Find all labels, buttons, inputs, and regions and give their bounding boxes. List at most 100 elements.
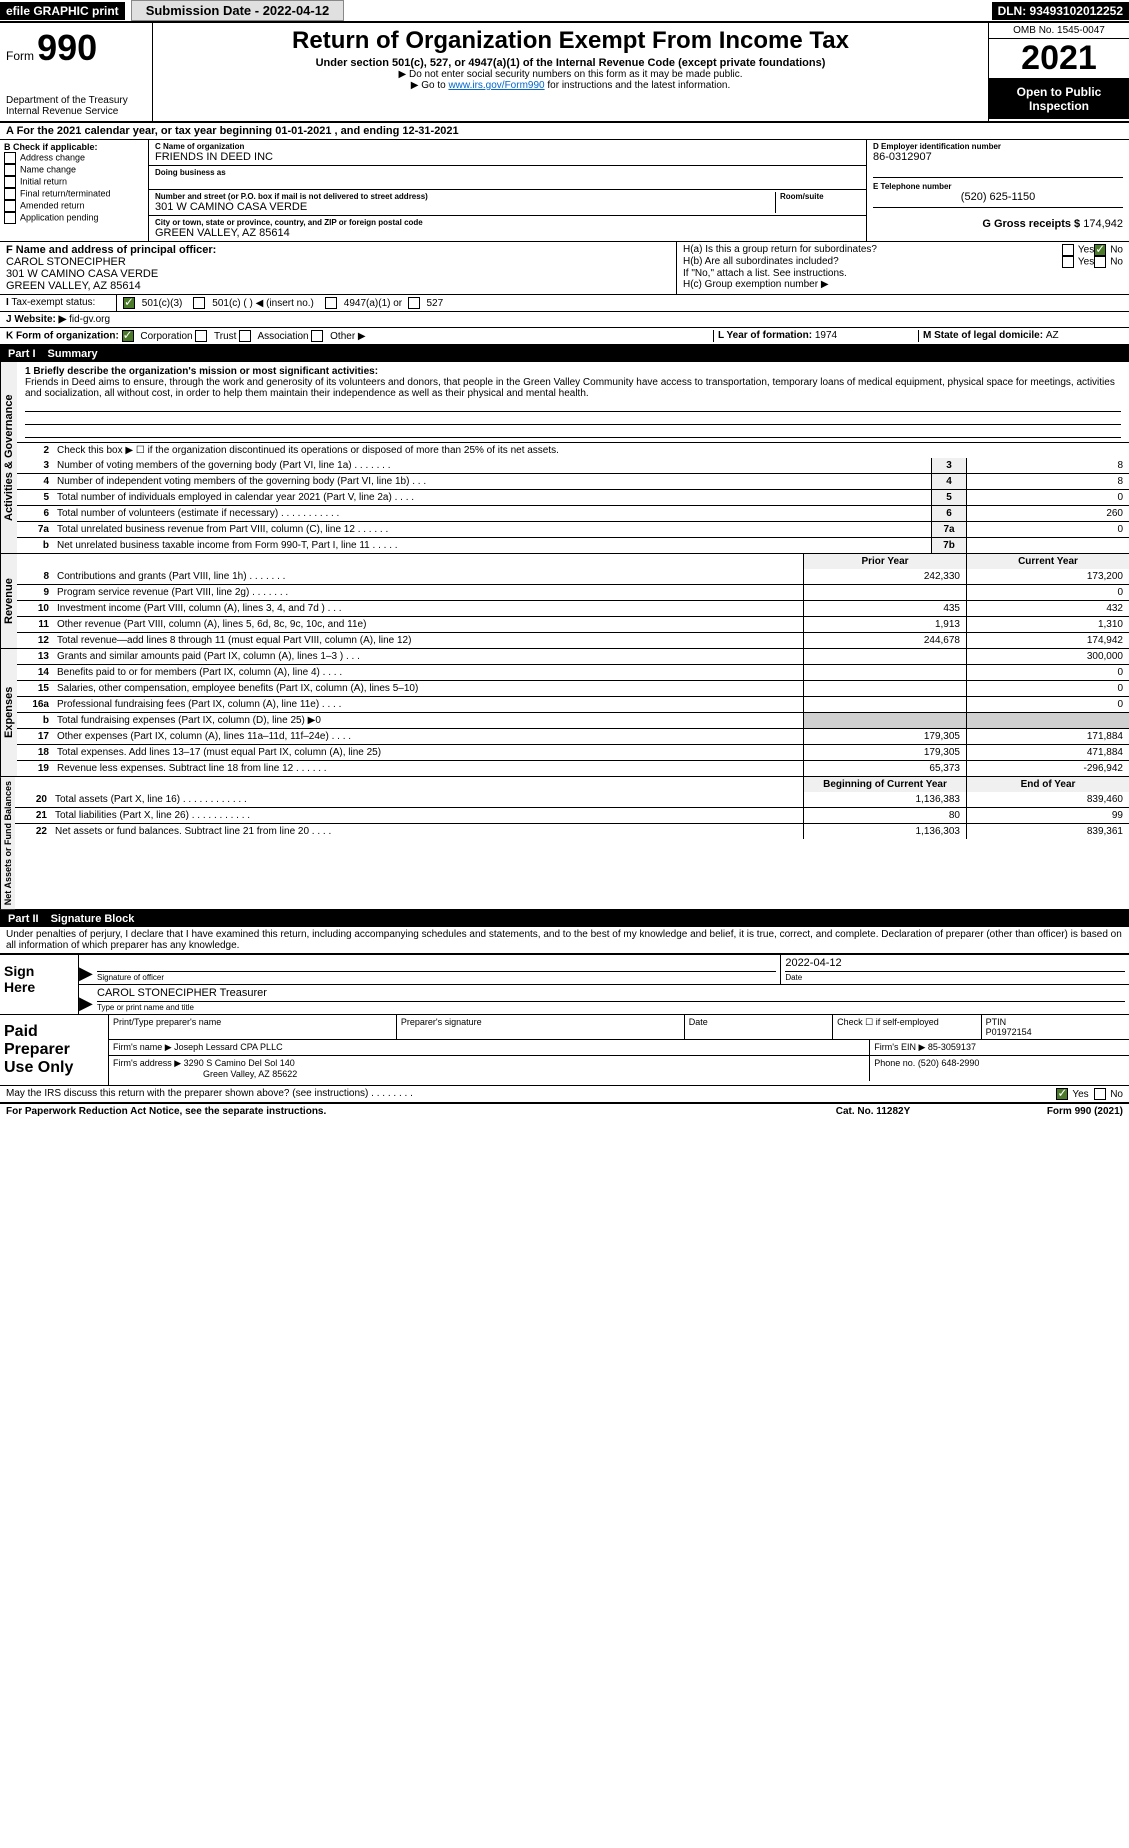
tax-year: 2021 — [989, 39, 1129, 79]
ein-value: 86-0312907 — [873, 151, 1123, 163]
omb-number: OMB No. 1545-0047 — [989, 23, 1129, 39]
opt-4947[interactable]: 4947(a)(1) or — [325, 298, 402, 309]
officer-print-name: CAROL STONECIPHER Treasurer — [97, 987, 1125, 1001]
check-final-return[interactable]: Final return/terminated — [4, 188, 144, 200]
year-formation: 1974 — [815, 330, 837, 341]
part2-header: Part II Signature Block — [0, 911, 1129, 927]
firm-ein: 85-3059137 — [928, 1042, 976, 1052]
firm-addr1: 3290 S Camino Del Sol 140 — [184, 1058, 295, 1068]
check-application-pending[interactable]: Application pending — [4, 212, 144, 224]
submission-date-button[interactable]: Submission Date - 2022-04-12 — [131, 0, 345, 21]
table-row: 12Total revenue—add lines 8 through 11 (… — [17, 632, 1129, 648]
k-other[interactable]: Other ▶ — [311, 331, 365, 342]
opt-527[interactable]: 527 — [408, 298, 443, 309]
netassets-section: Net Assets or Fund Balances Beginning of… — [0, 777, 1129, 911]
paid-preparer-block: Paid Preparer Use Only Print/Type prepar… — [0, 1015, 1129, 1086]
revenue-section: Revenue Prior Year Current Year 8Contrib… — [0, 554, 1129, 649]
form-word: Form — [6, 49, 34, 63]
netassets-label: Net Assets or Fund Balances — [0, 777, 15, 909]
table-row: 14Benefits paid to or for members (Part … — [17, 664, 1129, 680]
org-street: 301 W CAMINO CASA VERDE — [155, 201, 775, 213]
activities-section: Activities & Governance 1 Briefly descri… — [0, 362, 1129, 554]
irs-link[interactable]: www.irs.gov/Form990 — [448, 80, 544, 91]
form-number: 990 — [37, 27, 97, 68]
table-row: 18Total expenses. Add lines 13–17 (must … — [17, 744, 1129, 760]
gross-receipts: 174,942 — [1083, 218, 1123, 230]
table-row: 21Total liabilities (Part X, line 26) . … — [15, 807, 1129, 823]
table-row: 8Contributions and grants (Part VIII, li… — [17, 569, 1129, 584]
irs-label: Internal Revenue Service — [6, 106, 146, 117]
goto-line: ▶ Go to www.irs.gov/Form990 for instruct… — [159, 80, 982, 91]
k-assoc[interactable]: Association — [239, 331, 308, 342]
firm-name: Joseph Lessard CPA PLLC — [174, 1042, 282, 1052]
expenses-label: Expenses — [0, 649, 17, 776]
check-name-change[interactable]: Name change — [4, 164, 144, 176]
check-initial-return[interactable]: Initial return — [4, 176, 144, 188]
table-row: 6Total number of volunteers (estimate if… — [17, 505, 1129, 521]
ptin-value: P01972154 — [986, 1027, 1032, 1037]
table-row: 11Other revenue (Part VIII, column (A), … — [17, 616, 1129, 632]
table-row: 13Grants and similar amounts paid (Part … — [17, 649, 1129, 664]
table-row: 17Other expenses (Part IX, column (A), l… — [17, 728, 1129, 744]
hb-yes[interactable]: Yes — [1062, 256, 1094, 268]
part1-header: Part I Summary — [0, 346, 1129, 362]
k-trust[interactable]: Trust — [195, 331, 236, 342]
table-row: 7aTotal unrelated business revenue from … — [17, 521, 1129, 537]
top-bar: efile GRAPHIC print Submission Date - 20… — [0, 0, 1129, 23]
section-b-checkboxes: B Check if applicable: Address change Na… — [0, 140, 149, 241]
table-row: 9Program service revenue (Part VIII, lin… — [17, 584, 1129, 600]
tax-exempt-options: 501(c)(3) 501(c) ( ) ◀ (insert no.) 4947… — [117, 295, 1129, 311]
form-subtitle: Under section 501(c), 527, or 4947(a)(1)… — [159, 57, 982, 69]
mission-text: Friends in Deed aims to ensure, through … — [25, 377, 1121, 399]
officer-group-row: F Name and address of principal officer:… — [0, 242, 1129, 295]
officer-name: CAROL STONECIPHER — [6, 256, 670, 268]
phone-value: (520) 625-1150 — [873, 191, 1123, 203]
discuss-yes[interactable]: Yes — [1056, 1089, 1088, 1100]
table-row: 20Total assets (Part X, line 16) . . . .… — [15, 792, 1129, 807]
sign-here-block: Sign Here ▶ Signature of officer 2022-04… — [0, 955, 1129, 1015]
table-row: 4Number of independent voting members of… — [17, 473, 1129, 489]
table-row: 22Net assets or fund balances. Subtract … — [15, 823, 1129, 839]
org-city: GREEN VALLEY, AZ 85614 — [155, 227, 860, 239]
ha-yes[interactable]: Yes — [1062, 244, 1094, 256]
org-name: FRIENDS IN DEED INC — [155, 151, 860, 163]
footer: For Paperwork Reduction Act Notice, see … — [0, 1104, 1129, 1119]
ssn-warning: ▶ Do not enter social security numbers o… — [159, 69, 982, 80]
hc-label: H(c) Group exemption number ▶ — [683, 279, 1123, 290]
table-row: 5Total number of individuals employed in… — [17, 489, 1129, 505]
check-amended-return[interactable]: Amended return — [4, 200, 144, 212]
hb-no[interactable]: No — [1094, 256, 1123, 268]
org-info-block: B Check if applicable: Address change Na… — [0, 140, 1129, 242]
table-row: 10Investment income (Part VIII, column (… — [17, 600, 1129, 616]
table-row: 3Number of voting members of the governi… — [17, 458, 1129, 473]
arrow-icon: ▶ — [79, 955, 93, 984]
table-row: 15Salaries, other compensation, employee… — [17, 680, 1129, 696]
check-address-change[interactable]: Address change — [4, 152, 144, 164]
declaration-text: Under penalties of perjury, I declare th… — [0, 927, 1129, 955]
table-row: bNet unrelated business taxable income f… — [17, 537, 1129, 553]
k-corp[interactable]: Corporation — [122, 331, 193, 342]
form-title: Return of Organization Exempt From Incom… — [159, 27, 982, 55]
firm-addr2: Green Valley, AZ 85622 — [203, 1069, 297, 1079]
dba-value — [155, 177, 860, 187]
sign-date: 2022-04-12 — [785, 957, 1125, 971]
firm-phone: (520) 648-2990 — [918, 1058, 980, 1068]
opt-501c[interactable]: 501(c) ( ) ◀ (insert no.) — [193, 298, 313, 309]
form-header: Form 990 Department of the Treasury Inte… — [0, 23, 1129, 123]
activities-label: Activities & Governance — [0, 362, 17, 553]
table-row: 19Revenue less expenses. Subtract line 1… — [17, 760, 1129, 776]
opt-501c3[interactable]: 501(c)(3) — [123, 298, 182, 309]
efile-label: efile GRAPHIC print — [0, 2, 125, 20]
revenue-label: Revenue — [0, 554, 17, 648]
period-row: A For the 2021 calendar year, or tax yea… — [0, 123, 1129, 140]
ha-no[interactable]: No — [1094, 244, 1123, 256]
officer-city: GREEN VALLEY, AZ 85614 — [6, 280, 670, 292]
state-domicile: AZ — [1046, 330, 1059, 341]
dept-label: Department of the Treasury — [6, 95, 146, 106]
officer-street: 301 W CAMINO CASA VERDE — [6, 268, 670, 280]
website-value: fid-gv.org — [69, 314, 110, 325]
discuss-no[interactable]: No — [1094, 1089, 1123, 1100]
dln-label: DLN: 93493102012252 — [992, 2, 1129, 20]
check-self-employed[interactable]: Check ☐ if self-employed — [833, 1015, 981, 1039]
inspection-badge: Open to Public Inspection — [989, 79, 1129, 119]
